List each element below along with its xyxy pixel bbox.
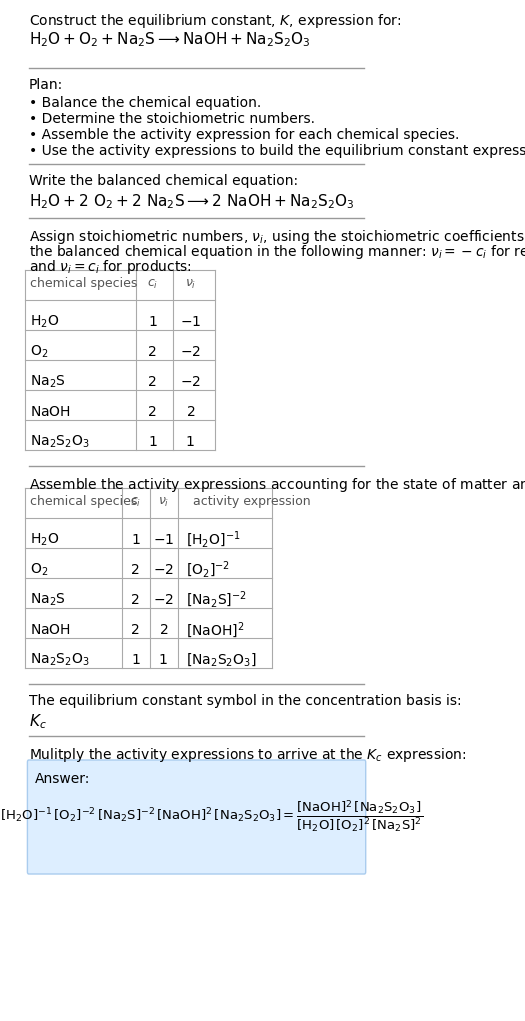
Text: $\text{H}_2\text{O}$: $\text{H}_2\text{O}$ bbox=[30, 313, 59, 330]
Text: $[\text{NaOH}]^2$: $[\text{NaOH}]^2$ bbox=[186, 620, 245, 640]
Text: $\text{H}_2\text{O} + \text{O}_2 + \text{Na}_2\text{S} \longrightarrow \text{NaO: $\text{H}_2\text{O} + \text{O}_2 + \text… bbox=[29, 30, 310, 49]
Text: 2: 2 bbox=[149, 375, 157, 389]
Text: $-1$: $-1$ bbox=[153, 533, 174, 547]
Text: • Use the activity expressions to build the equilibrium constant expression.: • Use the activity expressions to build … bbox=[29, 144, 525, 158]
Text: Assemble the activity expressions accounting for the state of matter and $\nu_i$: Assemble the activity expressions accoun… bbox=[29, 476, 525, 494]
Text: Plan:: Plan: bbox=[29, 78, 63, 92]
Text: $-2$: $-2$ bbox=[180, 375, 201, 389]
Text: chemical species: chemical species bbox=[30, 495, 138, 508]
Text: $-2$: $-2$ bbox=[153, 593, 174, 607]
Text: 1: 1 bbox=[148, 435, 157, 449]
Text: $2$: $2$ bbox=[159, 623, 168, 637]
Text: and $\nu_i = c_i$ for products:: and $\nu_i = c_i$ for products: bbox=[29, 258, 192, 276]
Text: The equilibrium constant symbol in the concentration basis is:: The equilibrium constant symbol in the c… bbox=[29, 694, 461, 708]
Text: 2: 2 bbox=[149, 345, 157, 359]
Text: $\text{Na}_2\text{S}$: $\text{Na}_2\text{S}$ bbox=[30, 374, 66, 390]
Text: $\text{NaOH}$: $\text{NaOH}$ bbox=[30, 405, 71, 419]
Text: Assign stoichiometric numbers, $\nu_i$, using the stoichiometric coefficients, $: Assign stoichiometric numbers, $\nu_i$, … bbox=[29, 228, 525, 246]
FancyBboxPatch shape bbox=[27, 760, 366, 874]
Text: $\text{NaOH}$: $\text{NaOH}$ bbox=[30, 623, 71, 637]
Text: activity expression: activity expression bbox=[193, 495, 311, 508]
Text: $K_c$: $K_c$ bbox=[29, 712, 46, 731]
Text: chemical species: chemical species bbox=[30, 278, 138, 291]
Text: $\text{Na}_2\text{S}_2\text{O}_3$: $\text{Na}_2\text{S}_2\text{O}_3$ bbox=[30, 651, 90, 668]
Text: • Determine the stoichiometric numbers.: • Determine the stoichiometric numbers. bbox=[29, 112, 314, 126]
Text: $\text{H}_2\text{O} + 2\ \text{O}_2 + 2\ \text{Na}_2\text{S} \longrightarrow 2\ : $\text{H}_2\text{O} + 2\ \text{O}_2 + 2\… bbox=[29, 192, 354, 210]
Text: $1$: $1$ bbox=[185, 435, 195, 449]
Text: $\text{O}_2$: $\text{O}_2$ bbox=[30, 562, 48, 578]
Text: $\nu_i$: $\nu_i$ bbox=[158, 495, 169, 508]
Text: $-2$: $-2$ bbox=[153, 563, 174, 577]
Text: 2: 2 bbox=[131, 623, 140, 637]
Text: 2: 2 bbox=[149, 405, 157, 419]
Text: • Assemble the activity expression for each chemical species.: • Assemble the activity expression for e… bbox=[29, 128, 459, 142]
Text: $c_i$: $c_i$ bbox=[147, 278, 159, 291]
Text: $c_i$: $c_i$ bbox=[130, 495, 141, 508]
Text: $K_c = [\text{H}_2\text{O}]^{-1}\,[\text{O}_2]^{-2}\,[\text{Na}_2\text{S}]^{-2}\: $K_c = [\text{H}_2\text{O}]^{-1}\,[\text… bbox=[0, 799, 423, 835]
Text: $\text{Na}_2\text{S}_2\text{O}_3$: $\text{Na}_2\text{S}_2\text{O}_3$ bbox=[30, 434, 90, 450]
Text: $[\text{Na}_2\text{S}_2\text{O}_3]$: $[\text{Na}_2\text{S}_2\text{O}_3]$ bbox=[186, 651, 257, 669]
Text: $[\text{H}_2\text{O}]^{-1}$: $[\text{H}_2\text{O}]^{-1}$ bbox=[186, 530, 241, 550]
Text: $-1$: $-1$ bbox=[180, 315, 201, 329]
Text: Write the balanced chemical equation:: Write the balanced chemical equation: bbox=[29, 174, 298, 188]
Text: $[\text{Na}_2\text{S}]^{-2}$: $[\text{Na}_2\text{S}]^{-2}$ bbox=[186, 590, 247, 611]
Text: • Balance the chemical equation.: • Balance the chemical equation. bbox=[29, 96, 261, 110]
Text: 2: 2 bbox=[131, 593, 140, 607]
Text: 1: 1 bbox=[148, 315, 157, 329]
Text: Mulitply the activity expressions to arrive at the $K_c$ expression:: Mulitply the activity expressions to arr… bbox=[29, 746, 466, 764]
Text: $1$: $1$ bbox=[159, 653, 168, 667]
Text: $-2$: $-2$ bbox=[180, 345, 201, 359]
Text: $[\text{O}_2]^{-2}$: $[\text{O}_2]^{-2}$ bbox=[186, 560, 230, 580]
Text: 1: 1 bbox=[131, 533, 140, 547]
Text: $2$: $2$ bbox=[186, 405, 195, 419]
Text: Construct the equilibrium constant, $K$, expression for:: Construct the equilibrium constant, $K$,… bbox=[29, 12, 401, 30]
Text: Answer:: Answer: bbox=[35, 772, 91, 786]
Text: $\text{O}_2$: $\text{O}_2$ bbox=[30, 344, 48, 360]
Text: $\nu_i$: $\nu_i$ bbox=[185, 278, 196, 291]
Text: the balanced chemical equation in the following manner: $\nu_i = -c_i$ for react: the balanced chemical equation in the fo… bbox=[29, 243, 525, 261]
Text: 2: 2 bbox=[131, 563, 140, 577]
Text: $\text{Na}_2\text{S}$: $\text{Na}_2\text{S}$ bbox=[30, 592, 66, 609]
Text: 1: 1 bbox=[131, 653, 140, 667]
Text: $\text{H}_2\text{O}$: $\text{H}_2\text{O}$ bbox=[30, 532, 59, 548]
